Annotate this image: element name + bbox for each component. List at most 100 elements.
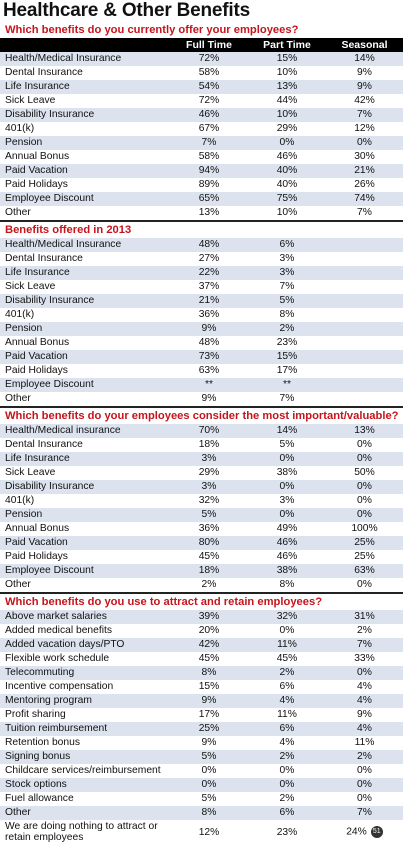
row-label: Above market salaries (0, 610, 170, 624)
cell-value: 31% (326, 610, 403, 624)
row-label: Tuition reimbursement (0, 722, 170, 736)
cell-value: 42% (170, 638, 248, 652)
cell-value: 0% (248, 480, 326, 494)
cell-value: 3% (279, 253, 295, 264)
cell-value: 30% (354, 151, 375, 162)
cell-value: 0% (248, 136, 326, 150)
cell-value: 100% (351, 523, 378, 534)
table-row: Added medical benefits 20% 0% 2% (0, 624, 403, 638)
cell-value: 72% (198, 95, 220, 106)
cell-value: 6% (279, 681, 295, 692)
cell-value: 38% (248, 564, 326, 578)
row-label: Health/Medical insurance (0, 424, 170, 438)
cell-value: 9% (357, 709, 372, 720)
cell-value: 9% (170, 322, 248, 336)
cell-value (326, 392, 403, 406)
cell-value: 5% (279, 439, 295, 450)
cell-value: 48% (198, 337, 220, 348)
cell-value: 42% (354, 95, 375, 106)
cell-value (326, 336, 403, 350)
cell-value: 94% (170, 164, 248, 178)
section-question: Which benefits do your employees conside… (0, 406, 403, 424)
cell-value: 46% (248, 536, 326, 550)
cell-value: 25% (170, 722, 248, 736)
row-label: 401(k) (5, 495, 35, 506)
cell-value: 11% (277, 709, 297, 720)
cell-value: 23% (276, 337, 298, 348)
cell-value: 0% (201, 765, 217, 776)
table-row: Pension 7% 0% 0% (0, 136, 403, 150)
benefits-table: Full Time Part Time Seasonal Health/Medical… (0, 38, 403, 220)
cell-value: 14% (326, 52, 403, 66)
column-header-row: Full Time Part Time Seasonal (0, 38, 403, 52)
row-label: Annual Bonus (5, 151, 70, 162)
cell-value: 8% (170, 806, 248, 820)
table-row: Paid Vacation 73% 15% (0, 350, 403, 364)
row-label: Annual Bonus (5, 523, 70, 534)
column-header: Full Time (170, 38, 248, 52)
cell-value: 3% (170, 452, 248, 466)
table-row: Incentive compensation 15% 6% 4% (0, 680, 403, 694)
cell-value: 46% (276, 151, 298, 162)
table-row: Childcare services/reimbursement 0% 0% 0% (0, 764, 403, 778)
row-label: Childcare services/reimbursement (5, 765, 161, 776)
cell-value: 10% (248, 108, 326, 122)
table-row: Signing bonus 5% 2% 2% (0, 750, 403, 764)
cell-value: 0% (248, 452, 326, 466)
cell-value: 9% (201, 737, 217, 748)
cell-value: 36% (198, 309, 220, 320)
row-label: Other (5, 393, 31, 404)
cell-value: 11% (354, 737, 375, 748)
table-row: Paid Vacation 80% 46% 25% (0, 536, 403, 550)
cell-value: 9% (326, 80, 403, 94)
table-row: Other 8% 6% 7% (0, 806, 403, 820)
table-row: Other 13% 10% 7% (0, 206, 403, 220)
cell-value: 0% (357, 765, 372, 776)
cell-value: 0% (357, 579, 372, 590)
table-row: Fuel allowance 5% 2% 0% (0, 792, 403, 806)
cell-value: 6% (248, 806, 326, 820)
row-label: Paid Holidays (5, 365, 68, 376)
page-number-badge: 51 (370, 826, 383, 838)
row-label: Mentoring program (0, 694, 170, 708)
cell-value: 58% (198, 67, 220, 78)
table-row: Sick Leave 29% 38% 50% (0, 466, 403, 480)
cell-value: 9% (170, 694, 248, 708)
cell-value: 3% (279, 495, 295, 506)
row-label: Paid Holidays (5, 179, 68, 190)
section-question: Which benefits do you currently offer yo… (5, 24, 299, 36)
cell-value: 14% (248, 424, 326, 438)
benefits-table: Health/Medical insurance 70% 14% 13% Dental … (0, 424, 403, 592)
cell-value: 29% (198, 467, 220, 478)
table-row: 401(k) 67% 29% 12% (0, 122, 403, 136)
cell-value: 21% (170, 294, 248, 308)
cell-value: 58% (198, 151, 220, 162)
cell-value: 4% (326, 694, 403, 708)
cell-value: 17% (198, 709, 220, 720)
row-label: Disability Insurance (0, 294, 170, 308)
cell-value: 9% (201, 393, 217, 404)
row-label: Other (5, 207, 31, 218)
cell-value (326, 280, 403, 294)
cell-value: 2% (326, 750, 403, 764)
cell-value (326, 266, 403, 280)
row-label: Incentive compensation (5, 681, 114, 692)
cell-value: 8% (170, 666, 248, 680)
table-row: Other 9% 7% (0, 392, 403, 406)
cell-value: 89% (198, 179, 220, 190)
cell-value: 0% (357, 495, 372, 506)
cell-value: 5% (248, 294, 326, 308)
cell-value (326, 238, 403, 252)
row-label: Employee Discount (0, 564, 170, 578)
row-label: Life Insurance (0, 452, 170, 466)
table-row: Disability Insurance 3% 0% 0% (0, 480, 403, 494)
table-row: Retention bonus 9% 4% 11% (0, 736, 403, 750)
cell-value: 5% (201, 793, 217, 804)
cell-value: 4% (326, 722, 403, 736)
cell-value: ** (248, 378, 326, 392)
table-row: Health/Medical insurance 70% 14% 13% (0, 424, 403, 438)
cell-value: 10% (276, 207, 298, 218)
cell-value: 15% (198, 681, 220, 692)
column-header: Seasonal (326, 38, 403, 52)
cell-value: 40% (276, 179, 298, 190)
